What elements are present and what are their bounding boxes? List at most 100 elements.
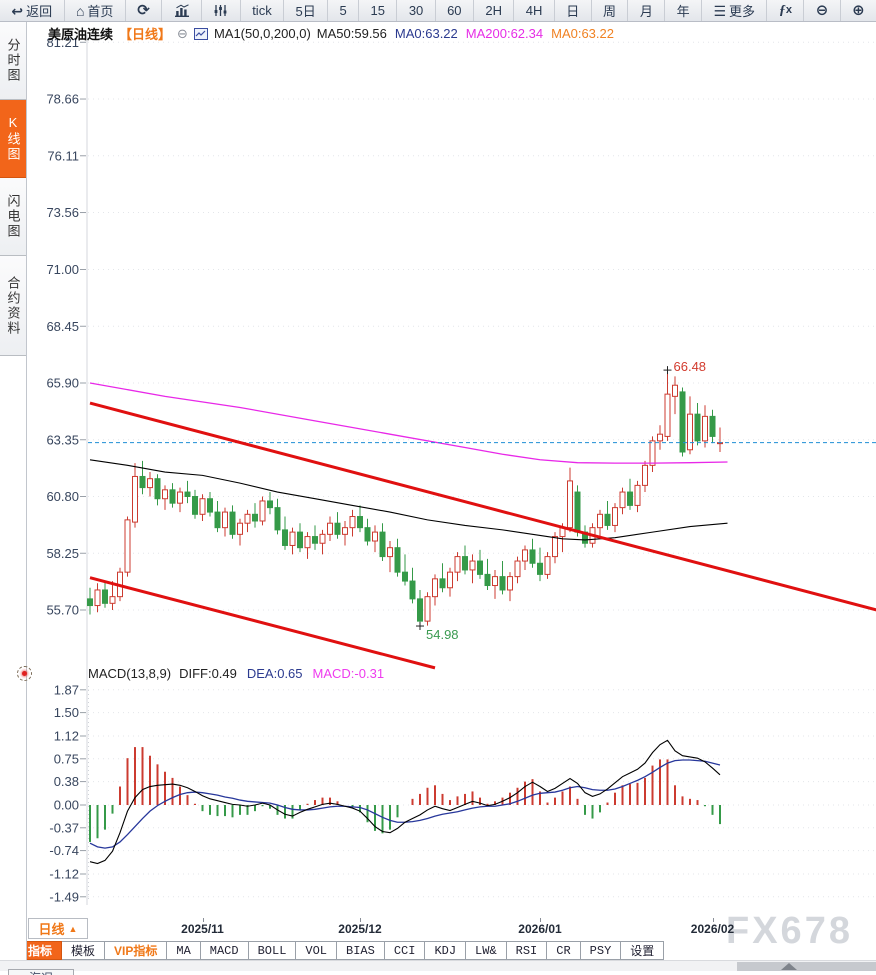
period-label: 日线 (38, 922, 65, 937)
x-axis-tick (712, 918, 714, 922)
indicator-btn-ind-kdj[interactable]: KDJ (425, 941, 467, 960)
indicator-btn-indicator[interactable]: 指标 (18, 941, 63, 960)
ma50-line (89, 459, 728, 541)
indicator-btn-ind-ma[interactable]: MA (167, 941, 201, 960)
toolbar-label: 日 (566, 4, 580, 19)
candle (154, 474, 161, 506)
candle (477, 549, 483, 579)
toolbar-refresh[interactable]: ⟳ (126, 0, 163, 21)
indicator-btn-settings[interactable]: 设置 (621, 941, 665, 960)
expand-arrow-icon[interactable] (781, 963, 797, 970)
candle (417, 589, 423, 627)
y-axis-label: -0.37 (49, 820, 79, 835)
indicator-btn-ind-cci[interactable]: CCI (384, 941, 426, 960)
toolbar-interval-5d[interactable]: 5日 (284, 0, 329, 21)
candle (274, 498, 281, 535)
sidebar-tab-contract-info[interactable]: 合约资料 (0, 256, 26, 356)
indicator-btn-ind-bias[interactable]: BIAS (337, 941, 385, 960)
toolbar-label: tick (252, 3, 272, 18)
candle (469, 554, 476, 584)
mini-chart-icon (193, 27, 208, 40)
candle (694, 403, 701, 446)
indicator-btn-ind-lw[interactable]: LW& (466, 941, 507, 960)
candle (304, 532, 311, 559)
toolbar-interval-2h[interactable]: 2H (474, 0, 515, 21)
indicator-btn-ind-cr[interactable]: CR (547, 941, 581, 960)
refresh-icon: ⟳ (137, 2, 150, 19)
y-axis-label: 55.70 (46, 603, 79, 618)
zoom-in-icon: ⊕ (852, 2, 865, 19)
toolbar-chart-style-sliders[interactable] (202, 0, 241, 21)
bars-icon (174, 4, 190, 17)
toolbar-interval-15[interactable]: 15 (359, 0, 398, 21)
sidebar-tab-time-share-chart[interactable]: 分时图 (0, 22, 26, 100)
toolbar-interval-week[interactable]: 周 (592, 0, 629, 21)
candle (289, 527, 296, 555)
macd-title: MACD(13,8,9) (88, 666, 172, 681)
collapse-icon[interactable]: ⊖ (177, 26, 188, 41)
toolbar-zoom-in[interactable]: ⊕ (841, 0, 876, 21)
indicator-btn-vip-indicator[interactable]: VIP指标 (105, 941, 168, 960)
candle (679, 387, 686, 457)
horizontal-scrollbar[interactable] (0, 960, 876, 971)
toolbar-home[interactable]: ⌂ 首页 (65, 0, 126, 21)
candle (192, 489, 198, 519)
indicator-btn-ind-vol[interactable]: VOL (296, 941, 338, 960)
toolbar-zoom-out[interactable]: ⊖ (804, 0, 841, 21)
toolbar-chart-style-bars[interactable] (162, 0, 202, 21)
candle (132, 463, 138, 528)
candle (672, 376, 678, 415)
candle (117, 567, 123, 602)
toolbar-interval-5[interactable]: 5 (328, 0, 360, 21)
toolbar-interval-month[interactable]: 月 (628, 0, 666, 21)
sidebar-tab-flash-chart[interactable]: 闪电图 (0, 178, 26, 256)
indicator-btn-template[interactable]: 模板 (62, 941, 106, 960)
y-axis-label: 65.90 (46, 376, 79, 391)
home-icon: ⌂ (75, 2, 85, 19)
candle (327, 516, 333, 542)
toolbar-interval-day[interactable]: 日 (555, 0, 592, 21)
toolbar-more[interactable]: ☰ 更多 (702, 0, 768, 21)
ma-values: MA50:59.56 MA0:63.22 MA200:62.34 MA0:63.22 (317, 26, 614, 41)
candle (492, 569, 498, 599)
ma-value-3: MA0:63.22 (551, 26, 614, 41)
toolbar-interval-4h[interactable]: 4H (514, 0, 555, 21)
toolbar-interval-tick[interactable]: tick (241, 0, 285, 21)
candle (229, 505, 236, 539)
candle (582, 525, 588, 548)
indicator-btn-ind-macd[interactable]: MACD (200, 941, 249, 960)
trendline-lower (89, 576, 436, 670)
indicator-btn-ind-boll[interactable]: BOLL (248, 941, 297, 960)
macd-value-0: DIFF:0.49 (179, 666, 237, 681)
candle (537, 547, 543, 582)
y-axis-label: 68.45 (46, 319, 79, 334)
indicator-btn-ind-rsi[interactable]: RSI (506, 941, 548, 960)
ma-value-0: MA50:59.56 (316, 26, 387, 41)
candle (484, 558, 491, 590)
y-axis-label: 0.75 (54, 751, 79, 766)
bottom-partial-tab[interactable]: 海况 (8, 969, 74, 975)
toolbar-interval-60[interactable]: 60 (436, 0, 474, 21)
y-axis-label: 76.11 (47, 148, 79, 163)
candle (102, 581, 108, 608)
toolbar-label: 月 (639, 4, 653, 19)
candle (604, 500, 611, 530)
scrollbar-thumb[interactable] (737, 962, 876, 971)
period-tag: 【日线】 (119, 27, 172, 42)
indicator-btn-ind-psy[interactable]: PSY (580, 941, 622, 960)
candle (454, 552, 461, 582)
candle (709, 409, 716, 444)
candle (634, 480, 641, 513)
candle (244, 509, 251, 533)
period-selector[interactable]: 日线 ▲ (28, 918, 88, 939)
toolbar-interval-year[interactable]: 年 (665, 0, 703, 21)
sidebar-tab-kline-chart[interactable]: K线图 (0, 100, 26, 178)
candle (87, 587, 93, 615)
candle (439, 563, 446, 593)
toolbar-interval-30[interactable]: 30 (397, 0, 436, 21)
candle (447, 567, 453, 597)
candle (169, 483, 176, 508)
indicator-divider-icon[interactable] (17, 666, 32, 681)
toolbar-back[interactable]: ↩ 返回 (0, 0, 65, 21)
